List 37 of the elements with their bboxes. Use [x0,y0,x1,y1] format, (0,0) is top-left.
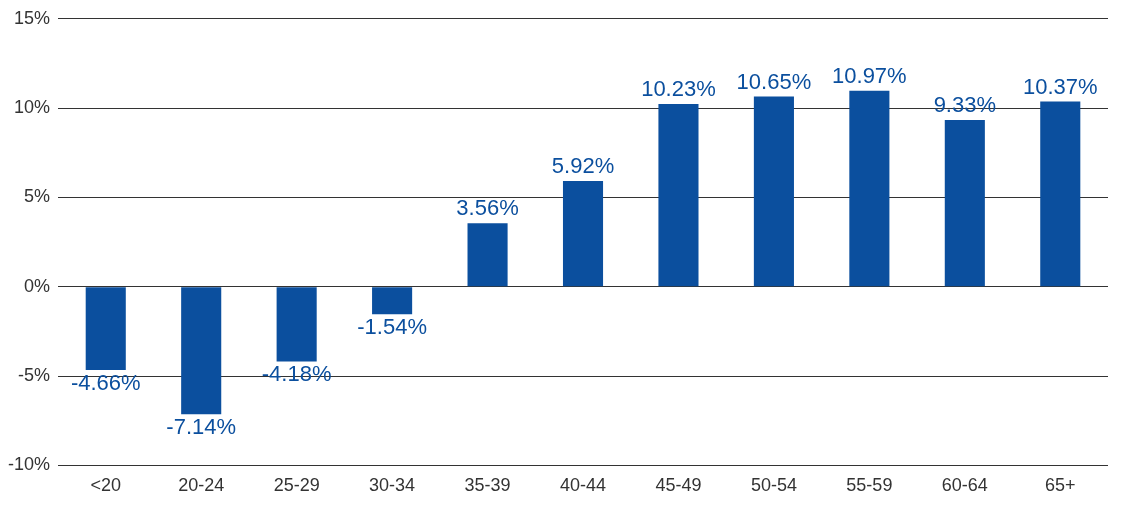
bar [944,120,985,287]
bar [849,90,890,287]
bar [753,96,794,287]
x-tick-label: 40-44 [559,475,607,496]
y-tick-label: 5% [24,186,51,207]
y-tick-label: -10% [7,454,51,475]
data-label: -1.54% [357,314,427,340]
bar [467,223,508,287]
bar [658,104,699,287]
bar [1040,101,1081,287]
y-tick-label: 10% [13,97,51,118]
y-tick-label: -5% [18,365,51,386]
data-label: -7.14% [166,414,237,440]
x-tick-label: 20-24 [178,475,225,496]
bar [562,181,604,287]
data-label: 10.23% [641,76,716,102]
x-tick-label: 60-64 [941,475,988,496]
x-tick-label: 30-34 [369,475,416,496]
data-label: 5.92% [551,153,615,179]
x-tick-label: 35-39 [464,475,511,496]
bar [276,287,317,362]
x-tick-label: 55-59 [846,475,893,496]
data-label: 10.97% [832,62,907,88]
x-tick-label: 65+ [1045,475,1076,496]
bar [85,287,126,371]
bar [181,287,222,415]
data-label: 10.37% [1022,73,1098,99]
bar [372,287,413,315]
data-label: 10.65% [736,68,812,94]
x-tick-label: 25-29 [273,475,320,496]
data-label: -4.66% [70,370,141,396]
x-tick-label: <20 [90,475,122,496]
x-tick-label: 50-54 [750,475,797,496]
y-tick-label: 15% [13,7,51,28]
x-tick-label: 45-49 [655,475,702,496]
y-tick-label: 0% [24,275,51,296]
data-label: 3.56% [456,195,519,221]
